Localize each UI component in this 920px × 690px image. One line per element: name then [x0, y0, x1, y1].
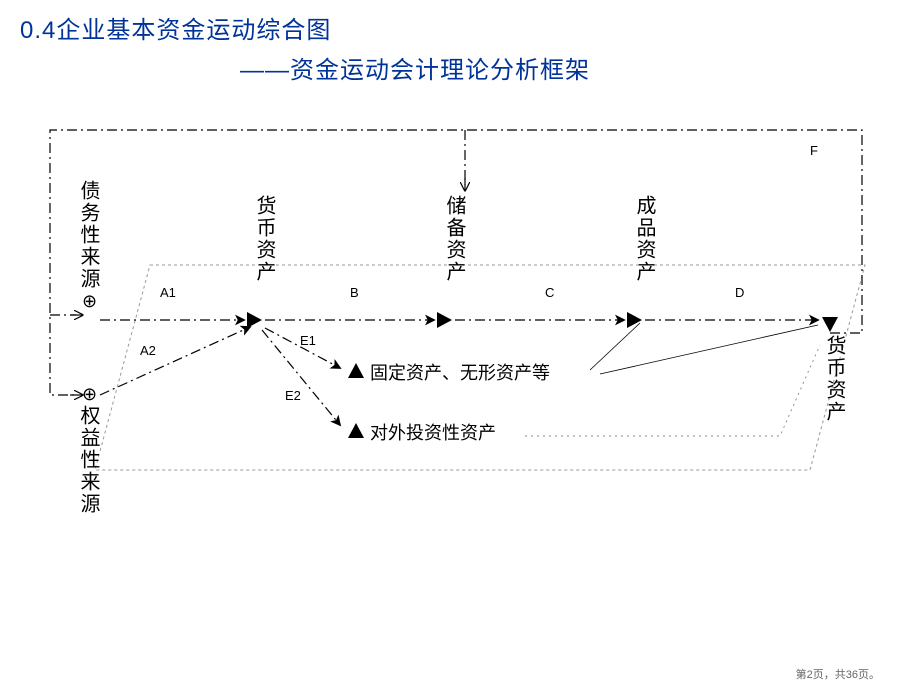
edge-F-label: F [810, 143, 818, 158]
arrow-fixed [348, 363, 364, 378]
node-equity-src: 权益性来源 [74, 405, 104, 535]
marker-debt: ⊕ [82, 291, 97, 311]
edge-C-label: C [545, 285, 554, 300]
arrow-invest [348, 423, 364, 438]
edge-A1-label: A1 [160, 285, 176, 300]
arrow-money1 [247, 312, 262, 328]
edge-fixed-product [590, 323, 818, 374]
edge-D-label: D [735, 285, 744, 300]
arrow-product [627, 312, 642, 328]
arrow-reserve [437, 312, 452, 328]
marker-equity: ⊕ [82, 384, 97, 404]
edge-E2-label: E2 [285, 388, 301, 403]
edge-E1-label: E1 [300, 333, 316, 348]
arrow-money2 [822, 317, 838, 332]
node-fixed: 固定资产、无形资产等 [370, 363, 550, 383]
node-reserve: 储备资产 [440, 195, 470, 305]
edge-A2-label: A2 [140, 343, 156, 358]
node-product: 成品资产 [630, 195, 660, 305]
node-money2: 货币资产 [820, 335, 850, 445]
fund-flow-diagram: F 债务性来源 ⊕ 权益性来源 ⊕ 货币资产 储备资产 成品资产 货币资产 A1… [0, 0, 920, 690]
edge-invest-money2 [525, 345, 820, 436]
node-invest: 对外投资性资产 [370, 423, 496, 443]
edge-A2 [100, 327, 250, 395]
footer-page-number: 第2页，共36页。 [796, 666, 880, 682]
edge-B-label: B [350, 285, 359, 300]
node-money1: 货币资产 [250, 195, 280, 305]
